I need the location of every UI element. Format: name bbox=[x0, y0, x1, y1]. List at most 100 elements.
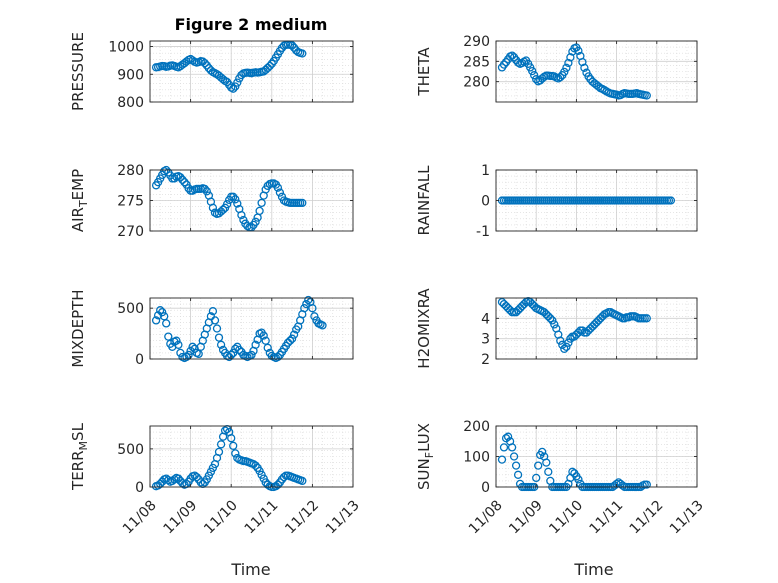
theta-point bbox=[499, 60, 509, 69]
mixdepth-point bbox=[302, 299, 311, 309]
h2omixra-ylabel: H2OMIXRA bbox=[415, 288, 433, 369]
h2omixra-point bbox=[642, 314, 651, 323]
air-temp-ytick-label: 270 bbox=[117, 224, 144, 240]
mixdepth-point bbox=[216, 340, 226, 349]
mixdepth-point bbox=[151, 316, 161, 325]
terr-msl-point bbox=[174, 474, 183, 483]
pressure-point bbox=[263, 63, 272, 73]
air-temp-point bbox=[251, 217, 260, 226]
air-temp-point bbox=[202, 187, 211, 196]
mixdepth-point bbox=[251, 340, 260, 349]
h2omixra-point bbox=[560, 344, 569, 353]
mixdepth-point bbox=[259, 331, 268, 340]
h2omixra-ytick-label: 3 bbox=[481, 332, 490, 348]
h2omixra-point bbox=[574, 328, 583, 337]
mixdepth-point bbox=[156, 306, 165, 315]
air-temp-point bbox=[176, 173, 185, 182]
pressure-point bbox=[186, 54, 195, 64]
rainfall-ytick-label: 1 bbox=[481, 163, 490, 179]
mixdepth-point bbox=[308, 304, 317, 313]
air-temp-point bbox=[298, 198, 307, 208]
terr-msl-point bbox=[251, 461, 260, 470]
theta-ytick-label: 290 bbox=[463, 34, 490, 50]
sun-flux-ytick-label: 0 bbox=[481, 480, 490, 496]
theta-ytick-label: 280 bbox=[463, 75, 490, 91]
h2omixra-axes-box bbox=[495, 297, 698, 360]
mixdepth-point bbox=[318, 321, 327, 330]
mixdepth-point bbox=[188, 342, 197, 351]
mixdepth-point bbox=[172, 336, 181, 345]
x-axis-label-left: Time bbox=[230, 560, 270, 579]
theta-point bbox=[574, 46, 583, 55]
rainfall-point bbox=[666, 196, 676, 205]
h2omixra-point bbox=[546, 314, 555, 323]
theta-axes: 280 285 290 THETA bbox=[415, 34, 698, 103]
terr-msl-point bbox=[216, 440, 226, 449]
theta-point bbox=[560, 67, 569, 77]
air-temp-point bbox=[237, 210, 246, 220]
sun-flux-point bbox=[503, 432, 513, 441]
sun-flux-point bbox=[507, 443, 517, 452]
mixdepth-axes-box bbox=[149, 297, 354, 360]
mixdepth-point bbox=[287, 334, 297, 343]
air-temp-point bbox=[218, 205, 228, 214]
terr-msl-point bbox=[220, 426, 230, 435]
rainfall-ytick-label: 0 bbox=[481, 194, 490, 210]
h2omixra-point bbox=[556, 336, 565, 345]
x-axis-label-right: Time bbox=[573, 560, 613, 579]
sun-flux-point bbox=[511, 461, 521, 470]
air-temp-ytick-label: 275 bbox=[117, 194, 144, 210]
theta-point bbox=[580, 63, 589, 72]
sun-flux-ytick-label: 200 bbox=[463, 419, 490, 435]
h2omixra-point bbox=[548, 316, 557, 325]
sun-flux-point bbox=[532, 473, 541, 483]
mixdepth-point bbox=[304, 295, 313, 305]
pressure-ytick-label: 1000 bbox=[108, 40, 144, 56]
h2omixra-ytick-label: 2 bbox=[481, 352, 490, 368]
terr-msl-point bbox=[214, 447, 224, 457]
mixdepth-point bbox=[182, 352, 191, 362]
h2omixra-point bbox=[562, 342, 571, 351]
h2omixra-point bbox=[578, 326, 587, 335]
h2omixra-point bbox=[566, 334, 575, 343]
sun-flux-point bbox=[534, 461, 543, 470]
mixdepth-axes: 0 500 MIXDEPTH bbox=[69, 289, 354, 368]
terr-msl-point bbox=[227, 434, 236, 443]
pressure-axes-box bbox=[149, 40, 354, 103]
pressure-axes: 800 900 1000 PRESSURE bbox=[69, 32, 354, 111]
theta-point bbox=[556, 73, 565, 82]
terr-msl-point bbox=[164, 475, 173, 485]
air-temp-point bbox=[200, 184, 209, 194]
mixdepth-point bbox=[208, 307, 218, 316]
pressure-point bbox=[229, 84, 238, 93]
mixdepth-point bbox=[235, 345, 244, 355]
mixdepth-ytick-label: 0 bbox=[135, 352, 144, 368]
mixdepth-point bbox=[289, 330, 299, 339]
air-temp-point bbox=[257, 198, 266, 208]
theta-point bbox=[530, 71, 539, 80]
mixdepth-point bbox=[176, 348, 185, 358]
terr-msl-point bbox=[273, 480, 283, 489]
sun-flux-point bbox=[542, 458, 551, 467]
mixdepth-point bbox=[164, 332, 173, 341]
h2omixra-ytick-label: 4 bbox=[481, 311, 490, 327]
sun-flux-point bbox=[538, 447, 547, 457]
pressure-ylabel: PRESSURE bbox=[69, 32, 87, 111]
air-temp-point bbox=[208, 203, 218, 212]
air-temp-point bbox=[231, 195, 240, 204]
theta-point bbox=[562, 63, 571, 72]
terr-msl-point bbox=[229, 441, 238, 450]
theta-point bbox=[532, 75, 541, 84]
sun-flux-point bbox=[499, 443, 509, 452]
sun-flux-point bbox=[513, 470, 523, 479]
air-temp-point bbox=[180, 178, 189, 187]
h2omixra-point bbox=[550, 320, 559, 329]
terr-msl-point bbox=[279, 472, 289, 482]
terr-msl-point bbox=[231, 449, 240, 458]
pressure-point bbox=[182, 57, 191, 66]
theta-ytick-label: 285 bbox=[463, 54, 490, 70]
terr-msl-axes-box bbox=[149, 425, 354, 488]
air-temp-ytick-label: 280 bbox=[117, 163, 144, 179]
air-temp-point bbox=[178, 175, 187, 184]
